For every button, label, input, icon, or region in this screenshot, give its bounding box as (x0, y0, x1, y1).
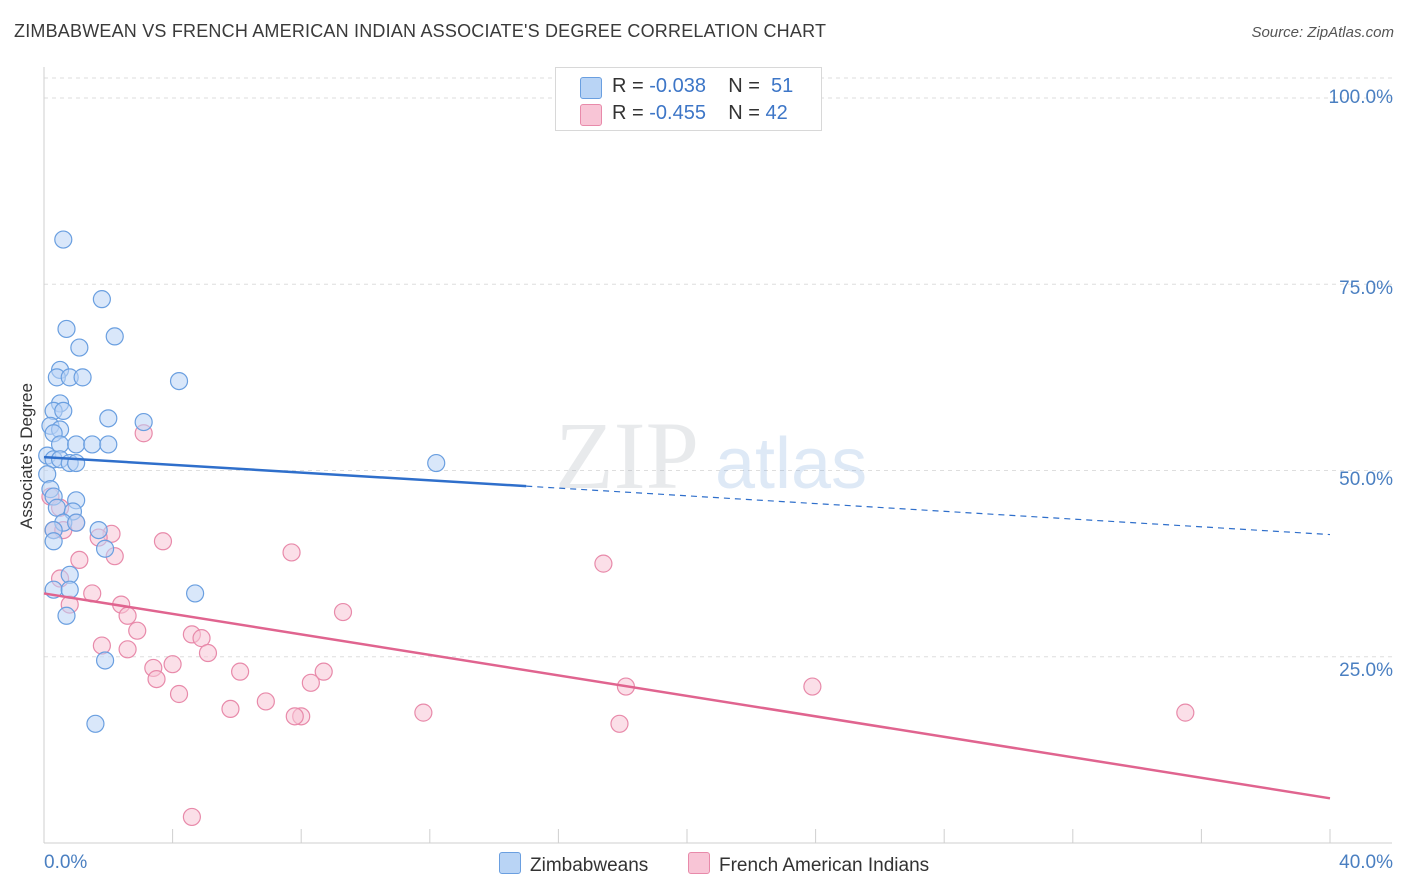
data-point (147, 669, 166, 689)
data-point (99, 409, 118, 428)
data-point (182, 807, 201, 827)
data-point (70, 338, 89, 357)
data-point (73, 368, 92, 387)
legend-r-label: R = (612, 75, 644, 97)
data-point (186, 584, 205, 603)
data-point (198, 643, 218, 663)
bottom-legend-label: French American Indians (719, 855, 930, 876)
data-point (333, 602, 353, 622)
data-point (427, 453, 446, 473)
french-american-indian-points (41, 424, 1195, 827)
data-point (153, 532, 173, 551)
data-point (83, 435, 102, 454)
watermark-atlas: atlas (715, 424, 867, 504)
bottom-legend-swatch-pink (688, 852, 710, 874)
legend-swatch-blue (580, 77, 602, 99)
data-point (1176, 703, 1195, 722)
data-point (221, 699, 240, 719)
data-point (57, 319, 76, 339)
data-point (610, 714, 629, 733)
legend-n-value: 51 (771, 75, 794, 97)
data-point (414, 703, 433, 722)
y-tick-label: 75.0% (1339, 278, 1393, 299)
french-american-indian-trendline (43, 592, 1331, 800)
y-tick-label: 25.0% (1339, 660, 1393, 681)
data-point (44, 532, 63, 551)
data-point (86, 714, 105, 733)
data-point (67, 435, 86, 454)
data-point (92, 636, 111, 655)
stats-legend: R = -0.038 N = 51 R = -0.455 N = 42 (555, 67, 822, 131)
data-point (285, 707, 304, 726)
watermark-zip: ZIP (555, 402, 699, 509)
data-point (282, 543, 301, 562)
data-point (118, 640, 137, 659)
legend-n-label: N = (728, 102, 760, 124)
legend-n-label: N = (728, 75, 760, 97)
watermark: ZIP atlas (555, 402, 867, 509)
data-point (803, 677, 822, 696)
bottom-legend-swatch-blue (499, 852, 521, 874)
data-point (169, 372, 189, 391)
legend-r-value: -0.455 (649, 102, 706, 124)
data-point (594, 554, 613, 573)
y-tick-label: 100.0% (1328, 87, 1393, 108)
data-point (70, 550, 89, 570)
data-point (169, 684, 189, 704)
x-tick-label: 0.0% (44, 852, 88, 873)
data-point (95, 651, 115, 670)
zimbabwean-points (38, 230, 446, 733)
data-point (105, 327, 124, 346)
data-point (57, 606, 76, 625)
data-point (314, 662, 333, 681)
data-point (231, 662, 250, 681)
source-label: Source: ZipAtlas.com (1251, 24, 1394, 41)
bottom-legend-label: Zimbabweans (530, 855, 649, 876)
x-tick-label: 40.0% (1339, 852, 1393, 873)
trendlines (43, 455, 1331, 800)
data-point (95, 539, 115, 558)
data-point (54, 401, 73, 420)
zimbabwean-trendline-extension (526, 485, 1331, 536)
legend-n-value: 42 (765, 102, 788, 124)
legend-swatch-pink (580, 104, 602, 126)
y-axis-label: Associate's Degree (17, 383, 36, 529)
data-point (163, 655, 182, 674)
data-point (38, 465, 57, 484)
chart-title: ZIMBABWEAN VS FRENCH AMERICAN INDIAN ASS… (14, 21, 827, 41)
data-point (301, 673, 320, 692)
y-tick-label: 50.0% (1339, 469, 1393, 490)
data-point (118, 606, 137, 625)
data-point (67, 513, 86, 532)
data-point (67, 453, 86, 473)
data-point (89, 520, 108, 540)
data-point (128, 621, 147, 640)
data-point (134, 412, 153, 432)
data-point (99, 435, 118, 454)
gridlines (44, 77, 1392, 658)
legend-r-label: R = (612, 102, 644, 124)
legend-r-value: -0.038 (649, 75, 706, 97)
data-point (54, 230, 73, 249)
zimbabwean-trendline (43, 455, 527, 488)
data-point (92, 290, 111, 309)
data-point (256, 692, 275, 711)
bottom-legend-zimbabweans: Zimbabweans (499, 852, 648, 877)
bottom-legend-french-american-indians: French American Indians (688, 852, 929, 877)
